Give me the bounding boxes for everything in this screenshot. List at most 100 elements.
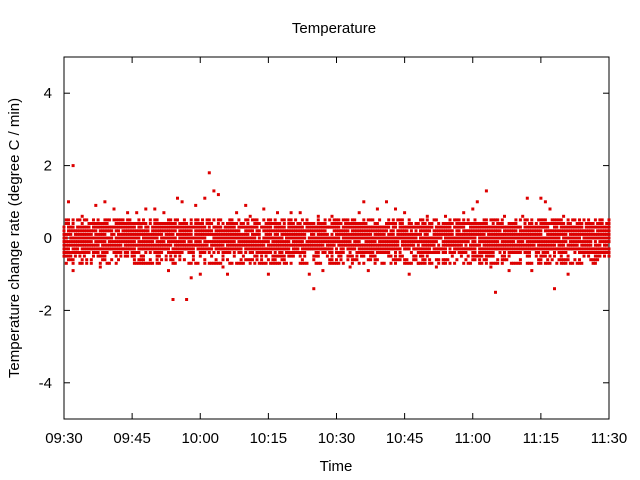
data-point xyxy=(566,229,570,233)
data-point xyxy=(130,243,134,247)
data-point xyxy=(407,225,411,229)
data-point xyxy=(310,236,313,240)
data-point xyxy=(232,229,236,233)
data-point xyxy=(491,243,495,247)
data-point xyxy=(573,258,577,262)
data-point xyxy=(409,236,413,240)
data-point xyxy=(180,251,184,254)
data-point xyxy=(605,240,609,244)
data-point xyxy=(355,240,359,244)
data-point xyxy=(101,243,105,247)
data-point xyxy=(305,240,309,244)
data-point xyxy=(330,251,334,254)
data-point xyxy=(153,207,157,211)
data-point xyxy=(130,222,134,225)
data-point xyxy=(457,225,461,229)
data-point xyxy=(568,222,572,225)
data-point xyxy=(262,218,266,222)
data-point xyxy=(512,240,516,244)
data-point xyxy=(578,258,581,262)
data-point xyxy=(312,254,316,258)
data-point xyxy=(366,243,370,247)
data-point xyxy=(98,232,102,236)
data-point xyxy=(539,236,543,240)
data-point xyxy=(316,261,320,265)
data-point xyxy=(366,247,370,251)
data-point xyxy=(557,236,561,240)
data-point xyxy=(167,218,170,222)
data-point xyxy=(507,243,511,247)
data-point xyxy=(568,243,572,247)
data-point xyxy=(221,236,225,240)
data-point xyxy=(344,218,348,222)
data-point xyxy=(364,222,368,225)
data-point xyxy=(262,225,266,229)
data-point xyxy=(219,218,223,222)
data-point xyxy=(389,243,393,247)
data-point xyxy=(559,258,563,262)
data-point xyxy=(255,247,259,251)
data-point xyxy=(160,243,164,247)
data-point xyxy=(405,232,409,236)
data-point xyxy=(226,251,229,254)
data-point xyxy=(253,232,257,236)
data-point xyxy=(123,229,127,233)
data-point xyxy=(500,236,504,240)
data-point xyxy=(494,236,497,240)
data-point xyxy=(348,251,352,254)
data-point xyxy=(398,222,402,225)
data-point xyxy=(82,243,86,247)
data-point xyxy=(375,251,379,254)
data-point xyxy=(282,232,286,236)
data-point xyxy=(555,247,559,251)
data-point xyxy=(516,225,520,229)
data-point xyxy=(87,232,91,236)
data-point xyxy=(375,229,379,233)
data-point xyxy=(287,236,291,240)
data-point xyxy=(294,218,298,222)
data-point xyxy=(232,236,236,240)
data-point xyxy=(378,218,382,222)
data-point xyxy=(321,225,325,229)
data-point xyxy=(189,261,193,265)
data-point xyxy=(119,232,123,236)
data-point xyxy=(280,243,284,247)
data-point xyxy=(273,218,277,222)
data-point xyxy=(543,229,547,233)
data-point xyxy=(244,229,248,233)
data-point xyxy=(603,254,606,258)
data-point xyxy=(587,247,591,251)
data-point xyxy=(80,240,84,244)
data-point xyxy=(453,225,457,229)
data-point xyxy=(146,232,150,236)
data-point xyxy=(407,232,411,236)
data-point xyxy=(480,251,484,254)
data-point xyxy=(475,225,479,229)
data-point xyxy=(378,243,382,247)
data-point xyxy=(528,251,531,254)
data-point xyxy=(496,236,500,240)
data-point xyxy=(564,247,568,251)
data-point xyxy=(76,232,80,236)
data-point xyxy=(119,243,123,247)
data-point xyxy=(466,261,470,265)
data-point xyxy=(437,247,441,251)
data-point xyxy=(380,240,384,244)
data-point xyxy=(582,251,586,254)
data-point xyxy=(187,247,191,251)
data-point xyxy=(605,247,609,251)
data-point xyxy=(117,232,120,236)
data-point xyxy=(85,218,89,222)
data-point xyxy=(391,247,395,251)
data-point xyxy=(155,240,159,244)
data-point xyxy=(423,247,427,251)
data-point xyxy=(173,247,177,251)
data-point xyxy=(548,222,552,225)
data-point xyxy=(332,225,336,229)
data-point xyxy=(330,222,334,225)
data-point xyxy=(528,243,531,247)
data-point xyxy=(478,222,482,225)
data-point xyxy=(575,225,579,229)
data-point xyxy=(539,258,543,262)
data-point xyxy=(382,236,386,240)
